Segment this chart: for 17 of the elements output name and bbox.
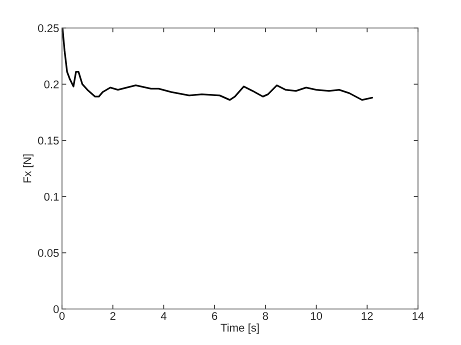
y-tick-label: 0.1	[44, 192, 59, 201]
x-axis-title: Time [s]	[220, 324, 259, 334]
x-tick-label: 10	[310, 312, 322, 320]
x-tick-label: 12	[362, 312, 373, 320]
x-tick-label: 2	[110, 312, 116, 320]
y-axis-title: Fx [N]	[23, 154, 34, 182]
y-tick-label: 0.15	[38, 136, 59, 145]
x-tick-label: 6	[212, 312, 218, 320]
x-tick-label: 8	[262, 312, 268, 320]
x-tick-label: 4	[160, 312, 166, 320]
y-tick-label: 0.2	[44, 80, 59, 88]
x-tick-label: 0	[59, 312, 65, 320]
line-series	[62, 28, 374, 101]
y-tick-label: 0.05	[38, 249, 59, 257]
y-tick-label: 0.25	[38, 24, 59, 32]
y-tick-label: 0	[53, 305, 59, 314]
x-tick-label: 14	[412, 312, 424, 320]
